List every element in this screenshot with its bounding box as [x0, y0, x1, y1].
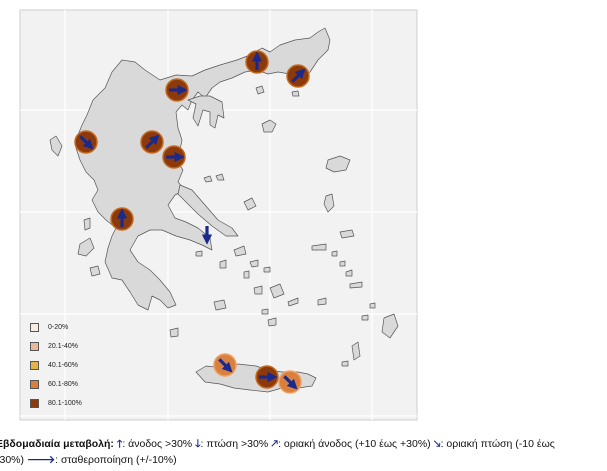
arrow-up-right-icon — [145, 134, 160, 149]
island-samos — [339, 229, 355, 239]
caption-stable-text: : σταθεροποίηση (+/-10%) — [55, 454, 177, 466]
island-kasos — [341, 360, 349, 367]
caption-mild-down-text: : οριακή πτώση (-10 έως — [440, 438, 555, 450]
legend-item-0: 0-20% — [30, 323, 68, 332]
legend-swatch-1 — [30, 342, 39, 351]
arrow-down-right-icon: 🡖 — [433, 438, 441, 450]
island-skopelos — [215, 173, 225, 181]
island-santorini — [267, 317, 277, 327]
marker-crete-east — [278, 370, 302, 394]
legend-item-1: 20.1-40% — [30, 342, 78, 351]
island-kea — [219, 259, 227, 269]
island-corfu — [49, 135, 63, 157]
caption-up-text: : άνοδος >30% — [122, 438, 193, 450]
marker-crete-center — [255, 365, 279, 389]
island-chios — [323, 193, 335, 213]
legend-swatch-3 — [30, 380, 39, 389]
marker-thessaly-east — [162, 145, 186, 169]
caption-prefix: Εβδομαδιαία μεταβολή: — [0, 438, 114, 450]
marker-thrace-east — [286, 64, 310, 88]
marker-crete-west — [213, 353, 237, 377]
island-andros — [233, 245, 247, 257]
island-lefkada — [83, 217, 91, 231]
caption-line2-start: -30%) — [0, 454, 25, 466]
arrow-up-icon: 🡑 — [116, 438, 123, 450]
island-thasos — [255, 85, 265, 95]
island-ikaria — [311, 243, 327, 251]
island-mykonos — [263, 266, 271, 273]
caption-line-1: Εβδομαδιαία μεταβολή: 🡑: άνοδος >30% 🡓: … — [0, 436, 607, 452]
marker-thessaly-west — [140, 130, 164, 154]
island-skyros — [243, 197, 257, 211]
arrow-down-right-icon — [283, 375, 298, 390]
island-lemnos — [261, 119, 277, 133]
marker-thrace-west — [245, 50, 269, 74]
arrow-down-right-icon — [218, 358, 233, 373]
caption-line-2: -30%) 🡒: σταθεροποίηση (+/-10%) — [0, 452, 607, 468]
caption: Εβδομαδιαία μεταβολή: 🡑: άνοδος >30% 🡓: … — [0, 436, 607, 468]
island-kalymnos — [345, 269, 353, 277]
legend-item-4: 80.1-100% — [30, 399, 82, 408]
legend-item-3: 60.1-80% — [30, 380, 78, 389]
island-skiathos — [203, 175, 213, 183]
island-ios — [261, 308, 269, 315]
island-evia — [177, 184, 239, 237]
island-amorgos — [287, 297, 299, 307]
arrow-down-right-icon — [79, 135, 94, 150]
mainland-greece — [75, 27, 331, 311]
caption-down-text: : πτώση >30% — [200, 438, 269, 450]
legend-label-3: 60.1-80% — [48, 381, 78, 388]
island-naxos — [269, 283, 285, 299]
island-symi — [369, 302, 376, 309]
arrow-up-right-icon: 🡕 — [271, 438, 279, 450]
island-karpathos — [351, 341, 361, 361]
caption-mild-up-text: : οριακή άνοδος (+10 έως +30%) — [278, 438, 431, 450]
island-zakynthos — [89, 265, 101, 277]
marker-epirus — [74, 130, 98, 154]
marker-thessaloniki — [165, 78, 189, 102]
island-syros — [243, 270, 250, 279]
island-tilos — [361, 314, 369, 321]
chalkidiki — [187, 95, 225, 129]
island-aegina — [195, 250, 203, 257]
island-paros — [253, 285, 263, 295]
island-kythira — [169, 327, 179, 338]
island-samothraki — [291, 90, 300, 97]
island-tinos — [249, 259, 259, 268]
island-astypalaia — [317, 297, 327, 306]
trend-markers — [74, 50, 310, 394]
legend-swatch-4 — [30, 399, 39, 408]
legend-label-4: 80.1-100% — [48, 400, 82, 407]
island-kos — [349, 281, 363, 289]
island-kefalonia — [77, 237, 95, 257]
island-patmos — [331, 250, 338, 257]
island-milos — [213, 299, 227, 311]
island-rhodes — [381, 313, 399, 339]
marker-western-greece — [110, 207, 134, 231]
legend-label-0: 0-20% — [48, 324, 69, 331]
map — [19, 9, 418, 421]
arrow-up-right-icon — [291, 68, 306, 83]
legend-label-1: 20.1-40% — [48, 343, 78, 350]
legend-swatch-0 — [30, 323, 39, 332]
arrow-down-icon: 🡓 — [195, 438, 201, 450]
island-leros — [339, 260, 346, 267]
arrow-right-icon: 🡒 — [26, 454, 56, 466]
legend-item-2: 40.1-60% — [30, 361, 78, 370]
island-lesvos — [325, 155, 351, 173]
legend-label-2: 40.1-60% — [48, 362, 78, 369]
legend-swatch-2 — [30, 361, 39, 370]
